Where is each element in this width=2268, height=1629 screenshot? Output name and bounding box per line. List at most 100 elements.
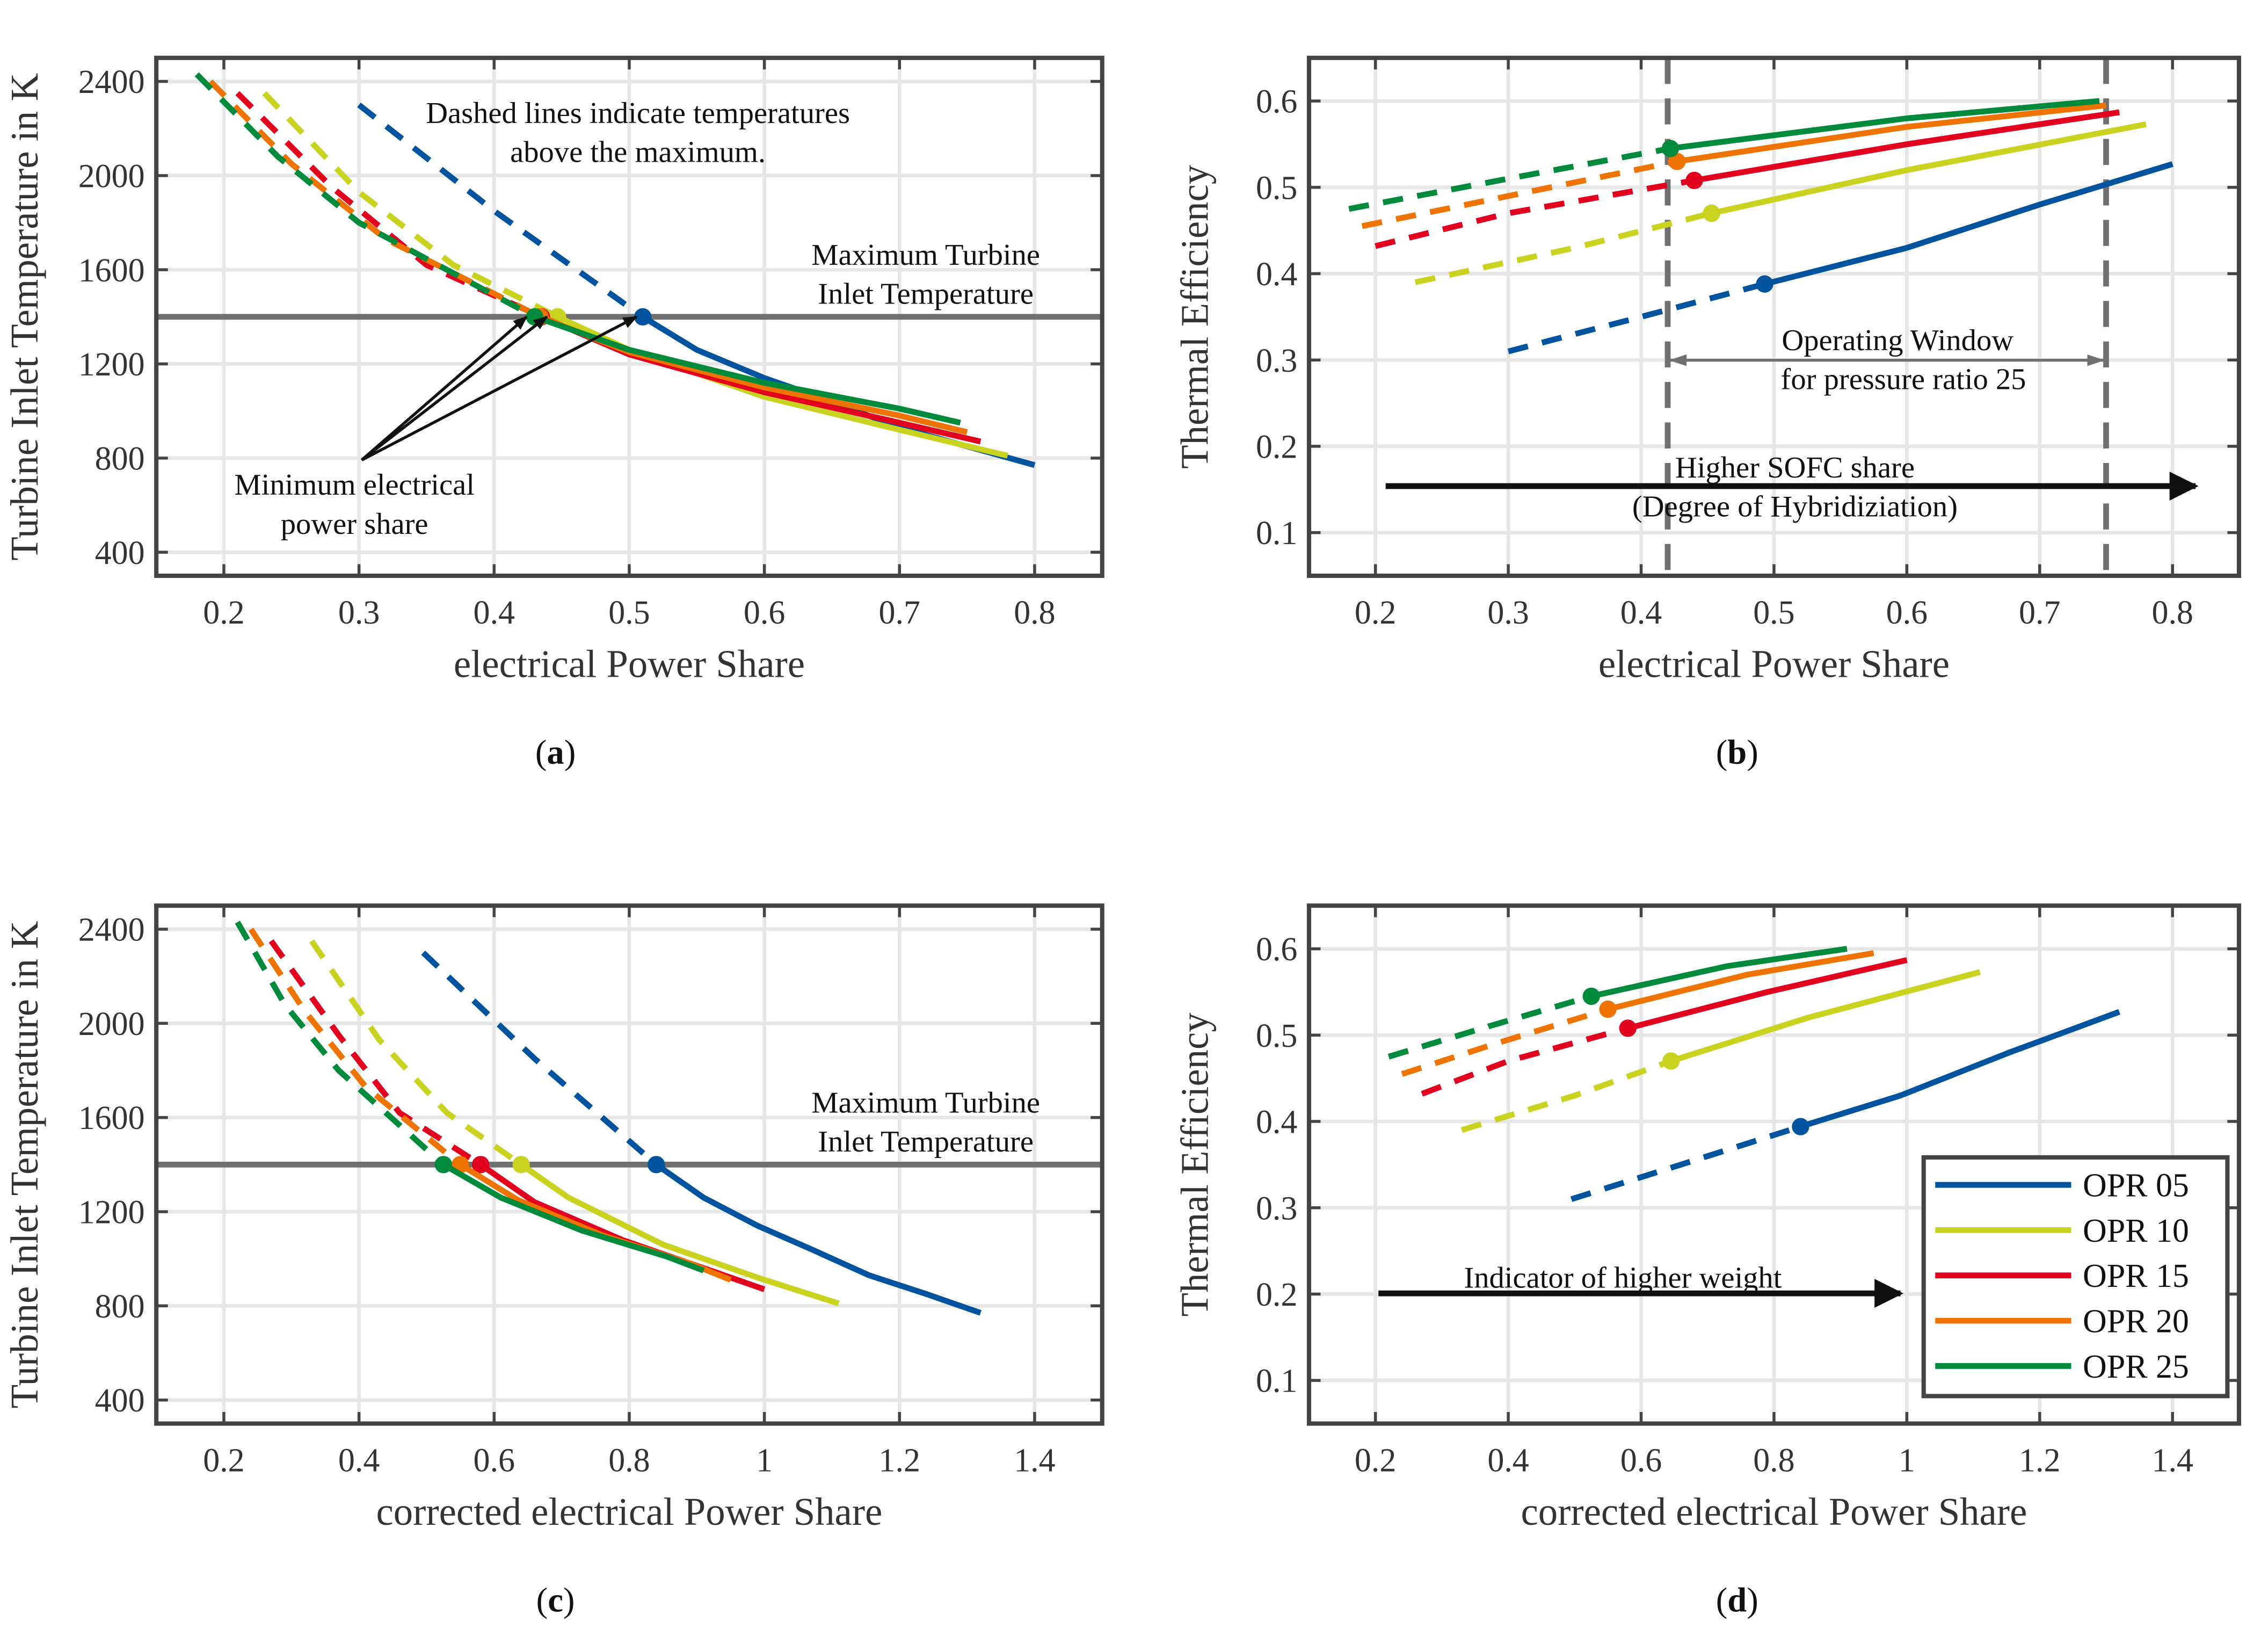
panel-c: 0.2 0.4 0.6 0.8 1 1.2 1.4 400 800 1200 1600 2000 240… [3,903,1104,1619]
series-solid-opr-10 [1711,121,2147,216]
series-dashed-opr-10 [1460,1058,1672,1133]
y-tick-label: 0.2 [1256,1277,1297,1313]
y-tick-label: 1200 [78,346,145,383]
legend-label: OPR 05 [2083,1168,2189,1204]
max-line-label-1: Maximum Turbine [811,1086,1040,1119]
panel-caption: (b) [1716,733,1758,771]
x-tick-label: 0.6 [744,595,785,631]
y-tick-label: 1200 [78,1194,145,1231]
min-share-marker [1668,153,1686,170]
x-tick-label: 1.4 [1014,1442,1055,1479]
panel-b: 0.2 0.3 0.4 0.5 0.6 0.7 0.8 0.1 0.2 0.3 0.4 0.5 0.6 e… [1173,55,2241,771]
y-tick-label: 0.4 [1256,256,1297,293]
series-solid-opr-05 [1764,161,2174,287]
x-tick-label: 1.2 [2019,1442,2060,1479]
y-tick-label: 0.6 [1256,84,1297,120]
min-share-label-1: Minimum electrical [234,468,475,502]
panel-d: 0.2 0.4 0.6 0.8 1 1.2 1.4 0.1 0.2 0.3 0.4 0.5 0.6 cor… [1173,903,2241,1619]
y-tick-label: 0.5 [1256,170,1297,206]
dashed-note-line-1: Dashed lines indicate temperatures [426,97,850,130]
series-solid-opr-25 [1670,98,2100,151]
y-tick-label: 2400 [78,912,145,949]
higher-weight-label: Indicator of higher weight [1464,1261,1782,1294]
x-tick-label: 0.4 [474,595,515,631]
x-tick-label: 0.5 [1753,595,1794,631]
y-axis-label: Turbine Inlet Temperature in K [3,921,46,1408]
y-tick-label: 0.1 [1256,515,1297,552]
panel-a: 0.2 0.3 0.4 0.5 0.6 0.7 0.8 400 800 1200 1600 2000 2… [3,55,1104,771]
x-axis-label: electrical Power Share [454,642,805,686]
x-tick-label: 0.4 [1487,1442,1529,1479]
series-solid-opr-10 [519,1162,840,1307]
x-tick-label: 0.2 [203,595,244,631]
legend: OPR 05 OPR 10 OPR 15 OPR 20 OPR 25 [1921,1155,2230,1399]
axes-box [1306,55,2241,578]
x-tick-label: 0.2 [1355,1442,1396,1479]
legend-label: OPR 10 [2083,1213,2189,1249]
series-solid-opr-05 [655,1162,982,1316]
y-tick-label: 800 [95,1288,145,1325]
dashed-note-line-2: above the maximum. [510,136,766,169]
min-share-marker [471,1156,490,1174]
legend-label: OPR 25 [2083,1349,2189,1385]
y-axis-label: Thermal Efficiency [1173,1012,1216,1317]
x-tick-label: 1.4 [2151,1442,2193,1479]
series-solid-opr-20 [1676,102,2106,164]
x-tick-label: 0.6 [1620,1442,1662,1479]
min-share-arrow [360,315,528,461]
y-tick-label: 400 [95,1382,145,1419]
x-axis-label: electrical Power Share [1598,642,1950,686]
series-dashed-opr-20 [1401,1006,1609,1077]
series-dashed-opr-15 [1421,1025,1629,1097]
y-tick-label: 0.3 [1256,343,1297,379]
operating-window-label-2: for pressure ratio 25 [1781,363,2026,396]
y-tick-label: 0.5 [1256,1018,1297,1054]
panel-caption: (c) [536,1581,575,1619]
y-tick-label: 2000 [78,1006,145,1042]
operating-window-label-1: Operating Window [1782,324,2013,357]
x-tick-label: 1 [756,1442,773,1479]
y-tick-label: 400 [95,535,145,571]
min-share-marker [1685,171,1703,190]
series-solid-opr-15 [1693,109,2120,184]
axes-box [154,903,1104,1426]
series-solid-opr-25 [1590,946,1848,1000]
axes-box [154,55,1104,578]
min-share-marker [434,1156,453,1174]
y-axis-label: Thermal Efficiency [1173,164,1216,469]
x-tick-label: 1.2 [879,1442,920,1479]
y-tick-label: 2000 [78,158,145,194]
series-dashed-opr-20 [1361,158,1678,229]
max-line-label-1: Maximum Turbine [811,238,1040,272]
series-dashed-opr-05 [421,950,658,1167]
series-dashed-opr-20 [248,928,462,1167]
series-solid-opr-15 [1627,957,1908,1031]
y-tick-label: 0.4 [1256,1104,1297,1141]
series-dashed-opr-15 [268,939,482,1167]
x-tick-label: 0.8 [608,1442,650,1479]
x-tick-label: 1 [1899,1442,1915,1479]
x-tick-label: 0.7 [879,595,920,631]
x-tick-label: 0.2 [1355,595,1396,631]
x-tick-label: 0.4 [1620,595,1662,631]
x-tick-label: 0.7 [2019,595,2060,631]
series-dashed-opr-25 [1387,993,1593,1060]
x-tick-label: 0.6 [1886,595,1928,631]
x-tick-label: 0.4 [338,1442,380,1479]
series-solid-opr-10 [1670,969,1981,1064]
y-axis-label: Turbine Inlet Temperature in K [3,73,46,561]
x-tick-label: 0.8 [2151,595,2193,631]
axes-box [1306,903,2241,1426]
x-axis-label: corrected electrical Power Share [376,1490,883,1533]
x-tick-label: 0.8 [1753,1442,1794,1479]
series-solid-opr-20 [1607,950,1874,1012]
panel-caption: (d) [1716,1581,1758,1619]
min-share-marker [1703,204,1720,222]
min-share-marker [1619,1019,1637,1037]
x-tick-label: 0.8 [1014,595,1055,631]
min-share-label-2: power share [281,508,428,541]
series-solid-opr-25 [442,1162,705,1273]
max-line-label-2: Inlet Temperature [818,278,1034,311]
sofc-label-1: Higher SOFC share [1675,451,1915,484]
